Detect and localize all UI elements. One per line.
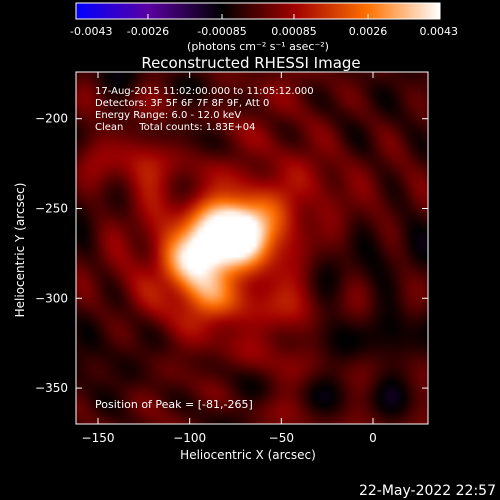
- colorbar-ticks: -0.0043 -0.0026 -0.00085 0.00085 0.0026 0.004…: [70, 14, 458, 38]
- colorbar-tick-label: -0.00085: [197, 25, 246, 38]
- x-tick-label: −150: [82, 431, 115, 445]
- x-tick-label: −50: [269, 431, 294, 445]
- colorbar: -0.0043 -0.0026 -0.00085 0.00085 0.0026 0.004…: [70, 2, 458, 53]
- colorbar-tick-label: 0.0043: [420, 25, 459, 38]
- annotation-line: Detectors: 3F 5F 6F 7F 8F 9F, Att 0: [95, 98, 269, 109]
- x-tick-label: −100: [173, 431, 206, 445]
- annotation-block: 17-Aug-2015 11:02:00.000 to 11:05:12.000…: [95, 86, 314, 133]
- plot-frame: [75, 71, 429, 425]
- x-axis-label: Heliocentric X (arcsec): [180, 448, 316, 462]
- y-tick-label: −250: [35, 201, 68, 215]
- annotation-line: 17-Aug-2015 11:02:00.000 to 11:05:12.000: [95, 86, 314, 97]
- x-axis: −150 −100 −50 0: [82, 72, 377, 445]
- colorbar-tick-label: 0.0026: [349, 25, 388, 38]
- colorbar-fill: [76, 3, 440, 19]
- y-tick-label: −350: [35, 381, 68, 395]
- x-tick-label: 0: [369, 431, 377, 445]
- colorbar-tick-label: 0.00085: [271, 25, 317, 38]
- y-axis-label: Heliocentric Y (arcsec): [13, 183, 27, 318]
- colorbar-frame: [75, 2, 441, 20]
- chart-title: Reconstructed RHESSI Image: [141, 54, 360, 72]
- colorbar-tick-label: -0.0026: [127, 25, 169, 38]
- annotation-line: Energy Range: 6.0 - 12.0 keV: [95, 110, 241, 121]
- y-tick-label: −300: [35, 291, 68, 305]
- peak-position-label: Position of Peak = [-81,-265]: [95, 398, 253, 411]
- annotation-line: Clean Total counts: 1.83E+04: [95, 122, 255, 133]
- y-tick-label: −200: [35, 112, 68, 126]
- heatmap-image: [76, 72, 428, 424]
- plot-date: 22-May-2022 22:57: [359, 483, 496, 499]
- heatmap-raster: [76, 72, 428, 424]
- colorbar-units: (photons cm⁻² s⁻¹ asec⁻²): [187, 40, 329, 53]
- colorbar-tick-label: -0.0043: [70, 25, 112, 38]
- y-axis: −350 −300 −250 −200: [35, 112, 428, 395]
